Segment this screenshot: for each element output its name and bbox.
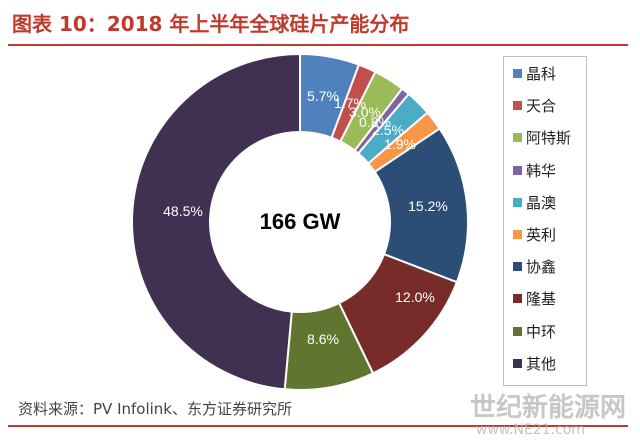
legend-label: 晶澳	[526, 193, 557, 212]
data-label-3: 3.0%	[349, 104, 381, 120]
legend-item: 中环	[513, 321, 556, 342]
data-label-9: 8.6%	[307, 331, 339, 347]
legend-swatch	[513, 101, 522, 111]
legend-item: 晶科	[513, 63, 556, 84]
data-label-5: 2.5%	[372, 122, 404, 138]
legend-label: 其他	[526, 354, 557, 373]
legend-label: 阿特斯	[526, 129, 572, 148]
title-divider	[8, 44, 628, 46]
legend-item: 英利	[513, 224, 556, 245]
legend-swatch	[513, 133, 522, 143]
legend-swatch	[513, 69, 522, 78]
data-label-2: 1.7%	[334, 95, 366, 111]
legend-item: 其他	[513, 353, 556, 374]
watermark-text: 世纪新能源网	[470, 393, 627, 423]
watermark-url: www.NE21.com	[476, 422, 585, 438]
legend-item: 隆基	[513, 288, 556, 309]
legend-label: 隆基	[526, 290, 557, 309]
slice-10	[131, 52, 301, 391]
data-label-6: 1.9%	[384, 136, 416, 152]
legend-item: 晶澳	[513, 192, 556, 213]
center-label: 166 GW	[260, 209, 341, 234]
legend-label: 晶科	[526, 65, 557, 83]
legend-swatch	[513, 294, 522, 304]
chart-title: 图表 10：2018 年上半年全球硅片产能分布	[12, 12, 410, 36]
legend-item: 阿特斯	[513, 127, 571, 148]
legend-label: 中环	[526, 322, 557, 341]
legend-swatch	[513, 358, 522, 368]
data-label-10: 48.5%	[163, 203, 203, 219]
footer-divider	[8, 425, 628, 427]
legend-item: 天合	[513, 95, 556, 116]
legend-swatch	[513, 326, 522, 336]
legend-swatch	[513, 230, 522, 239]
legend-item: 协鑫	[513, 256, 556, 277]
legend-label: 协鑫	[526, 258, 557, 277]
legend-item: 韩华	[513, 160, 556, 181]
data-label-1: 5.7%	[307, 88, 339, 104]
legend: 晶科天合阿特斯韩华晶澳英利协鑫隆基中环其他	[503, 56, 587, 386]
data-label-7: 15.2%	[408, 198, 448, 214]
legend-label: 英利	[526, 226, 557, 244]
data-label-8: 12.0%	[395, 289, 435, 305]
data-label-4: 0.8%	[359, 114, 391, 130]
legend-swatch	[513, 262, 522, 272]
legend-swatch	[513, 165, 522, 175]
legend-label: 天合	[526, 97, 557, 116]
legend-swatch	[513, 197, 522, 207]
legend-label: 韩华	[526, 161, 557, 180]
source-note: 资料来源：PV Infolink、东方证券研究所	[18, 400, 292, 418]
